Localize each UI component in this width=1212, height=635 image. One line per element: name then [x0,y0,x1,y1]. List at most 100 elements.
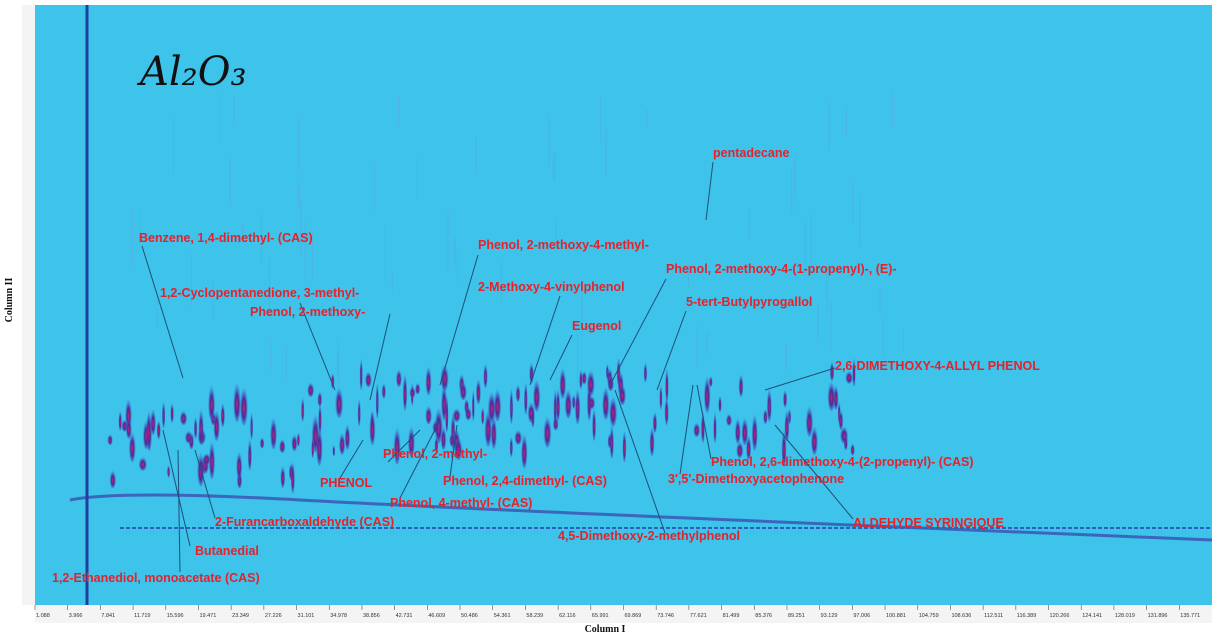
x-tick-label: 104.759 [919,613,939,619]
peak [184,429,193,444]
peak [125,416,132,439]
peak [250,408,254,440]
title: Al₂O₃ [136,49,247,95]
peak [402,369,408,411]
x-tick-label: 34.978 [330,613,347,619]
x-tick-label: 131.896 [1148,613,1168,619]
compound-label: PHENOL [320,476,372,490]
peak [643,360,648,383]
x-tick-label: 58.239 [526,613,543,619]
peak [161,397,166,429]
peak [332,443,336,457]
peak [608,393,618,427]
peak [471,385,475,422]
compound-label: 2,6-DIMETHOXY-4-ALLYL PHENOL [835,359,1040,373]
peak [170,400,175,423]
peak [316,422,323,466]
peak [532,375,541,412]
peak [664,393,669,426]
x-tick-label: 54.361 [494,613,511,619]
leader-line [339,439,364,479]
x-tick-label: 73.746 [657,613,674,619]
peak [434,434,439,453]
leader-line [609,278,667,386]
peak [592,403,597,441]
compound-label: 1,2-Ethanediol, monoacetate (CAS) [52,571,260,585]
compound-label: pentadecane [713,146,789,160]
peak [409,385,416,398]
compound-label: Phenol, 2-methoxy-4-methyl- [478,238,649,252]
peak [509,433,514,457]
peak [440,361,449,391]
peak [564,385,573,419]
leader-line [696,384,712,460]
peak [579,367,583,389]
baseline-band [69,493,1212,542]
peak [311,434,315,459]
peak [574,384,581,425]
peak [280,463,286,489]
compound-label: Phenol, 2,6-dimethoxy-4-(2-propenyl)- (C… [711,455,974,469]
peak [179,408,188,426]
peak [784,406,790,442]
peak [838,407,844,431]
peak [425,362,432,396]
peak [459,380,468,401]
peak [605,361,610,380]
annotations: Benzene, 1,4-dimethyl- (CAS) 1,2-Cyclopen… [52,146,1040,585]
leader-line [162,429,191,547]
leader-line [614,389,666,534]
compound-label: Benzene, 1,4-dimethyl- (CAS) [139,231,313,245]
peak [236,448,243,480]
peak [649,423,655,457]
peak [233,378,241,423]
peak [156,417,161,440]
x-tick-label: 42.731 [396,613,413,619]
y-axis-strip [22,5,35,605]
peak [523,378,528,415]
x-tick-label: 62.116 [559,613,575,619]
peak [766,384,772,422]
compound-label: 2-Furancarboxaldehyde (CAS) [215,515,394,529]
x-tick-label: 135.771 [1180,613,1200,619]
peak [475,375,482,405]
peak [300,394,305,422]
peak [464,405,472,421]
x-tick-label: 3.966 [69,613,83,619]
peak [622,426,627,463]
compound-label: Phenol, 2-methoxy-4-(1-propenyl)-, (E)- [666,262,897,276]
peak [782,387,788,408]
peak [269,413,278,450]
peak [364,369,372,388]
x-tick-label: 128.019 [1115,613,1135,619]
leader-line [774,424,854,520]
peak [208,436,216,480]
peak [334,383,344,418]
peak [810,422,819,455]
leader-line [194,449,216,519]
x-tick-label: 77.621 [690,613,707,619]
x-tick-label: 85.376 [755,613,772,619]
compound-label: 3',5'-Dimethoxyacetophenone [668,472,844,486]
peak [369,407,376,446]
peak [602,382,610,420]
peak [514,428,523,445]
y-axis-label: Column II [4,278,15,323]
x-tick-label: 27.226 [265,613,282,619]
peak [146,406,152,450]
peak [107,432,113,446]
peak [515,382,521,402]
peak [805,402,814,437]
leader-line [399,419,441,499]
compound-label: Eugenol [572,319,621,333]
x-tick-label: 124.141 [1082,613,1102,619]
peaks [107,92,904,494]
peak [483,360,488,389]
peak [571,392,576,410]
peak [738,371,744,397]
peak [290,458,295,494]
peak [381,381,386,399]
peak [559,364,567,399]
peak [330,371,335,389]
